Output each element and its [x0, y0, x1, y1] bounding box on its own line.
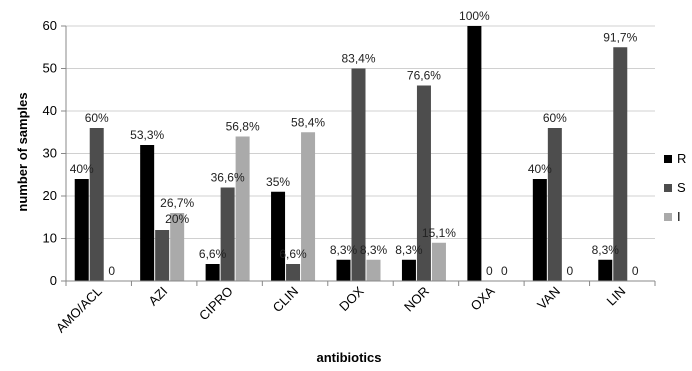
data-label: 8,3%	[395, 243, 423, 257]
bar-r-clin	[271, 191, 286, 281]
data-labels: 40%53,3%6,6%35%8,3% 8,3%100%40%8,3%60%36,…	[70, 9, 639, 278]
data-label: 8,3%	[360, 243, 388, 257]
bar-r-lin	[598, 259, 613, 281]
bar-s-azi	[155, 230, 170, 281]
legend-swatch-r	[664, 155, 672, 163]
data-label: 26,7%	[160, 196, 194, 210]
y-tick-label: 30	[43, 146, 57, 161]
data-label: 0	[632, 264, 639, 278]
bar-i-cipro	[235, 136, 250, 281]
legend-swatch-i	[664, 213, 672, 221]
bar-s-lin	[613, 47, 628, 281]
legend-label-r: R	[677, 151, 686, 166]
x-tick-label-clin: CLIN	[270, 284, 302, 316]
data-label: 100%	[459, 9, 490, 23]
x-tick-label-amo-acl: AMO/ACL	[53, 284, 105, 336]
y-tick-label: 20	[43, 188, 57, 203]
data-label: 76,6%	[407, 69, 441, 83]
data-label: 53,3%	[130, 128, 164, 142]
legend: RSI	[664, 151, 686, 224]
data-label: 36,6%	[211, 171, 245, 185]
x-axis-title: antibiotics	[316, 350, 381, 365]
y-tick-label: 0	[50, 273, 57, 288]
data-label: 60%	[543, 111, 567, 125]
bar-r-azi	[140, 145, 155, 281]
x-tick-label-lin: LIN	[603, 284, 628, 309]
x-tick-label-van: VAN	[534, 284, 563, 313]
bar-r-nor	[401, 259, 416, 281]
y-tick-label: 40	[43, 103, 57, 118]
bar-i-azi	[170, 213, 185, 281]
bar-s-amo-acl	[89, 128, 104, 281]
data-label: 0	[566, 264, 573, 278]
data-label: 58,4%	[291, 115, 325, 129]
data-label: 0	[486, 264, 493, 278]
bar-s-dox	[351, 68, 366, 281]
legend-label-i: I	[677, 209, 681, 224]
bar-r-dox	[336, 259, 351, 281]
data-label: 15,1%	[422, 226, 456, 240]
data-label: 35%	[266, 175, 290, 189]
bar-i-clin	[301, 132, 316, 281]
bar-r-amo-acl	[74, 179, 89, 281]
data-label: 0	[501, 264, 508, 278]
data-label: 91,7%	[603, 30, 637, 44]
data-label-extra: 20%	[165, 212, 189, 226]
bar-s-cipro	[220, 187, 235, 281]
bar-r-van	[532, 179, 547, 281]
bars	[74, 26, 628, 281]
data-label: 60%	[85, 111, 109, 125]
x-tick-label-oxa: OXA	[467, 283, 497, 313]
x-tick-label-cipro: CIPRO	[196, 284, 236, 324]
bar-s-clin	[286, 264, 301, 281]
data-label: 56,8%	[226, 120, 260, 134]
bar-s-nor	[416, 85, 431, 281]
y-axis-title: number of samples	[15, 92, 30, 211]
legend-swatch-s	[664, 184, 672, 192]
tick-labels: 0 10 20 30 40 50 60 AMO/ACL AZI CIPRO CLIN DOX NOR OX…	[43, 18, 629, 335]
bar-i-dox	[366, 259, 381, 281]
data-label: 83,4%	[341, 52, 375, 66]
bar-r-cipro	[205, 264, 220, 281]
data-label: 6,6%	[279, 247, 307, 261]
y-tick-label: 50	[43, 61, 57, 76]
x-tick-label-dox: DOX	[336, 283, 367, 314]
x-tick-label-nor: NOR	[401, 284, 432, 315]
y-tick-label: 60	[43, 18, 57, 33]
legend-label-s: S	[677, 180, 686, 195]
data-label: 40%	[528, 162, 552, 176]
y-tick-label: 10	[43, 231, 57, 246]
data-label: 6,6%	[199, 247, 227, 261]
data-label: 8,3%	[330, 243, 358, 257]
data-label: 0	[108, 264, 115, 278]
bar-s-van	[547, 128, 562, 281]
x-tick-label-azi: AZI	[145, 284, 170, 309]
bar-i-nor	[431, 242, 446, 281]
bar-r-oxa	[467, 26, 482, 281]
data-label: 8,3%	[592, 243, 620, 257]
axes	[61, 25, 656, 286]
data-label: 40%	[70, 162, 94, 176]
